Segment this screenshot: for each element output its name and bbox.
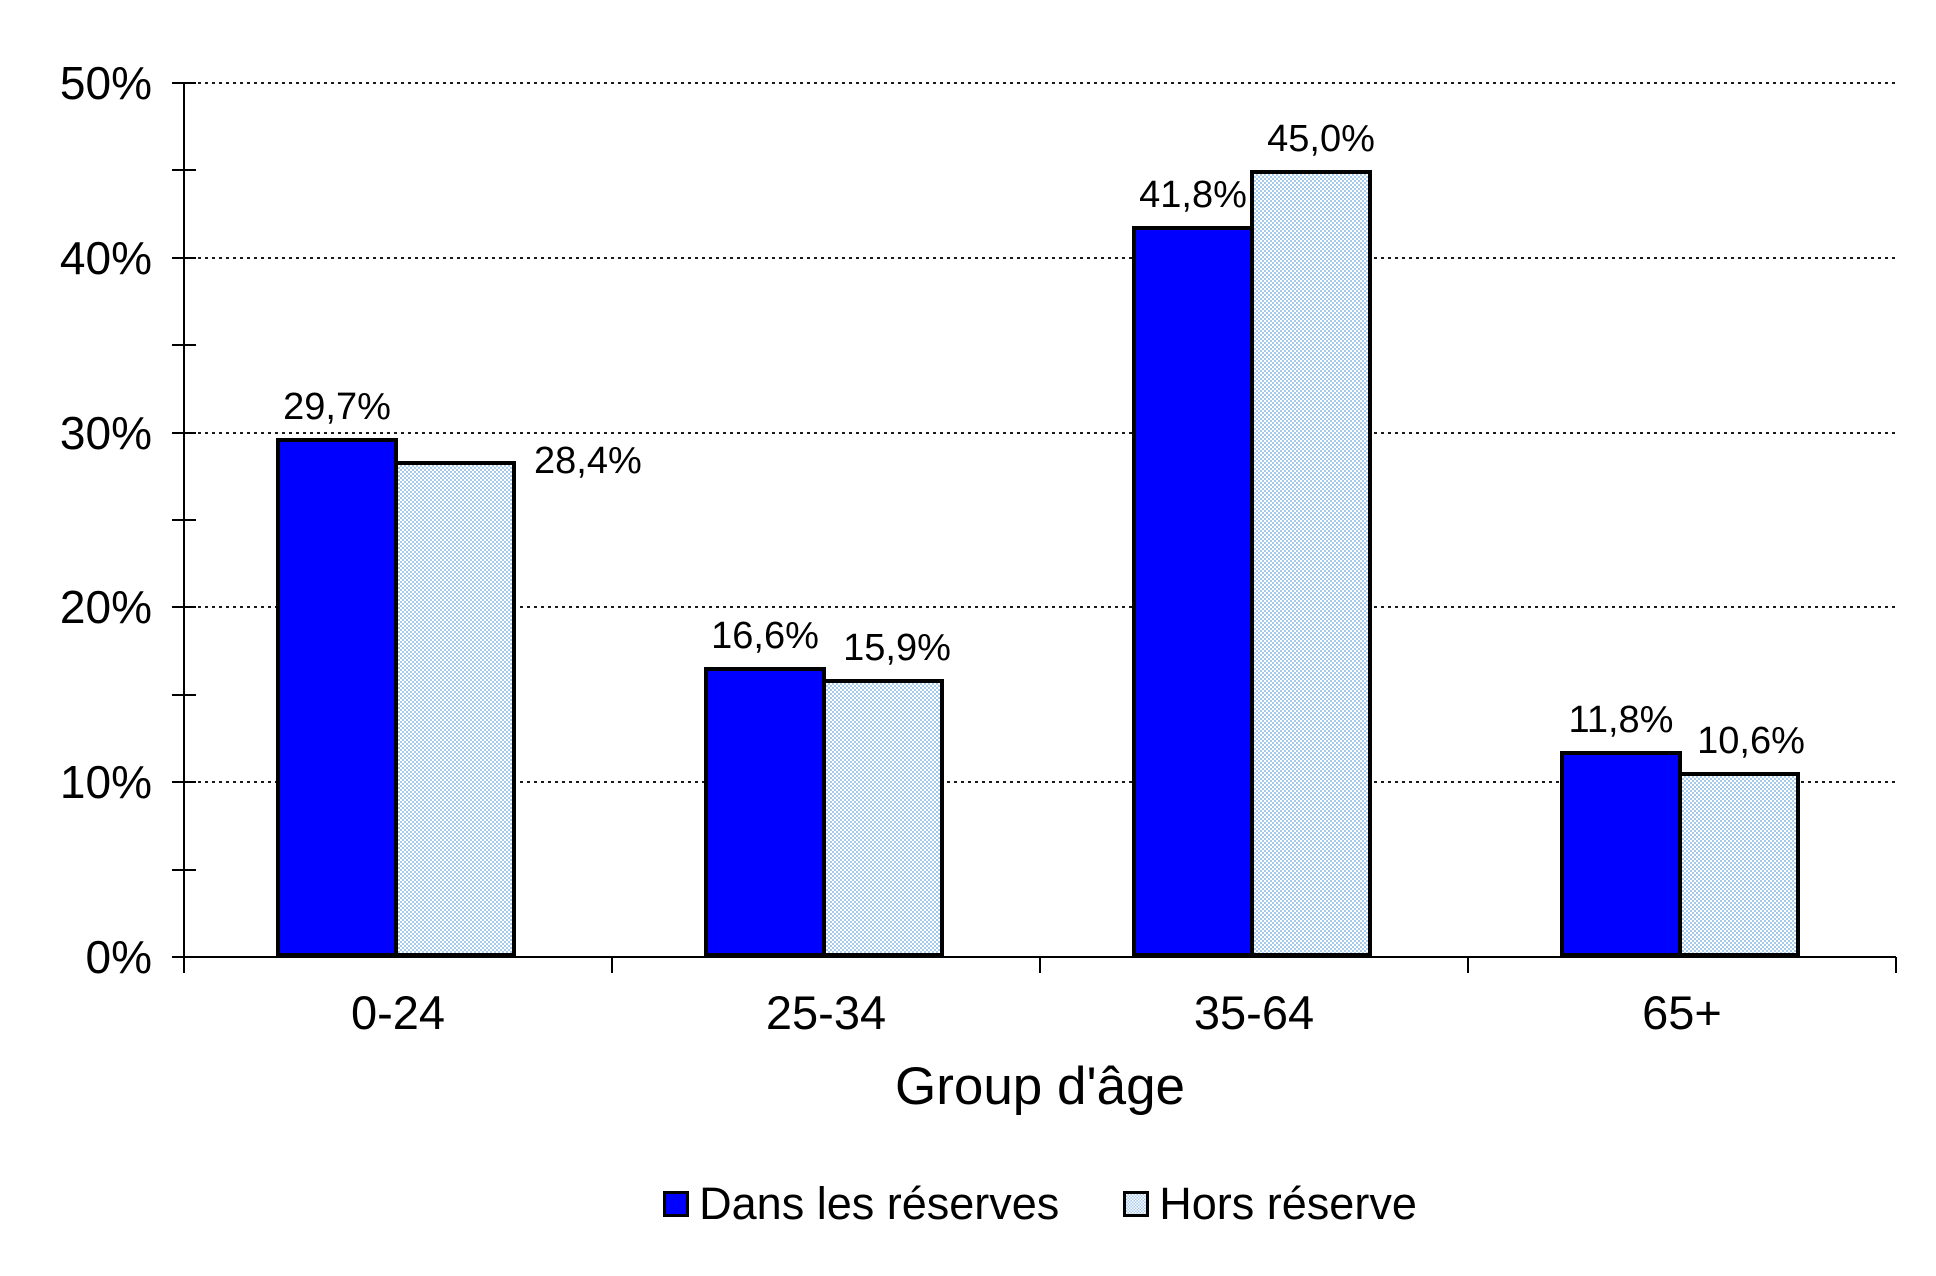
category-label-25-34: 25-34 xyxy=(765,986,887,1039)
legend-entry-hors-reserve: Hors réserve xyxy=(1123,1180,1417,1228)
y-major-tick-30 xyxy=(172,431,196,434)
data-label-hors-reserve-65+: 10,6% xyxy=(1697,720,1805,762)
y-axis-label-20: 20% xyxy=(59,581,152,634)
bar-dans-les-reserves-25-34 xyxy=(704,667,826,957)
legend-entry-dans-les-reserves: Dans les réserves xyxy=(663,1180,1059,1228)
bar-hors-reserve-65+ xyxy=(1678,772,1800,957)
gridline-50 xyxy=(184,82,1896,84)
legend-swatch-icon-dans-les-reserves xyxy=(663,1191,690,1217)
y-minor-tick-35 xyxy=(172,344,196,347)
legend-swatch-icon-hors-reserve xyxy=(1123,1191,1150,1217)
gridline-30 xyxy=(184,431,1896,434)
legend-label-hors-reserve: Hors réserve xyxy=(1159,1178,1417,1229)
y-minor-tick-15 xyxy=(172,693,196,696)
legend: Dans les réserves Hors réserve xyxy=(184,1180,1896,1228)
gridline-10 xyxy=(184,781,1896,784)
data-label-dans-les-reserves-25-34: 16,6% xyxy=(711,615,819,657)
category-label-65+: 65+ xyxy=(1642,986,1722,1039)
y-minor-tick-25 xyxy=(172,519,196,521)
y-major-tick-50 xyxy=(172,82,196,84)
data-label-dans-les-reserves-0-24: 29,7% xyxy=(283,386,391,428)
y-axis-label-10: 10% xyxy=(59,756,152,809)
x-axis-line xyxy=(172,956,1896,958)
bar-dans-les-reserves-0-24 xyxy=(276,438,398,957)
y-axis-label-50: 50% xyxy=(59,57,152,109)
y-major-tick-10 xyxy=(172,781,196,784)
plot-area: 29,7% 16,6% 41,8% 11,8% 28,4% 15,9% 45,0% 10,6% xyxy=(184,82,1896,957)
y-axis-label-40: 40% xyxy=(59,231,152,284)
gridline-20 xyxy=(184,606,1896,609)
x-boundary-tick-4 xyxy=(1895,957,1897,973)
category-label-35-64: 35-64 xyxy=(1193,986,1315,1039)
y-axis-label-30: 30% xyxy=(59,406,152,459)
x-axis-title: Group d'âge xyxy=(894,1057,1186,1116)
bar-dans-les-reserves-65+ xyxy=(1560,751,1682,957)
x-boundary-tick-1 xyxy=(611,957,613,973)
x-boundary-tick-2 xyxy=(1039,957,1041,973)
data-label-hors-reserve-25-34: 15,9% xyxy=(843,627,951,669)
y-minor-tick-5 xyxy=(172,868,196,871)
x-boundary-tick-3 xyxy=(1467,957,1469,973)
y-axis-label-0: 0% xyxy=(85,931,152,983)
bar-hors-reserve-25-34 xyxy=(822,679,944,957)
y-major-tick-40 xyxy=(172,256,196,259)
data-label-dans-les-reserves-35-64: 41,8% xyxy=(1139,174,1247,216)
bar-dans-les-reserves-35-64 xyxy=(1132,226,1254,957)
bar-hors-reserve-0-24 xyxy=(394,461,516,957)
x-boundary-tick-0 xyxy=(183,957,185,973)
gridline-40 xyxy=(184,256,1896,259)
y-axis-line xyxy=(183,83,185,973)
bar-hors-reserve-35-64 xyxy=(1250,170,1372,957)
data-label-hors-reserve-35-64: 45,0% xyxy=(1267,118,1375,160)
legend-label-dans-les-reserves: Dans les réserves xyxy=(699,1178,1060,1229)
data-label-hors-reserve-0-24: 28,4% xyxy=(534,440,642,482)
y-major-tick-20 xyxy=(172,606,196,609)
category-label-0-24: 0-24 xyxy=(350,986,446,1039)
data-label-dans-les-reserves-65+: 11,8% xyxy=(1568,699,1674,741)
y-minor-tick-45 xyxy=(172,169,196,172)
